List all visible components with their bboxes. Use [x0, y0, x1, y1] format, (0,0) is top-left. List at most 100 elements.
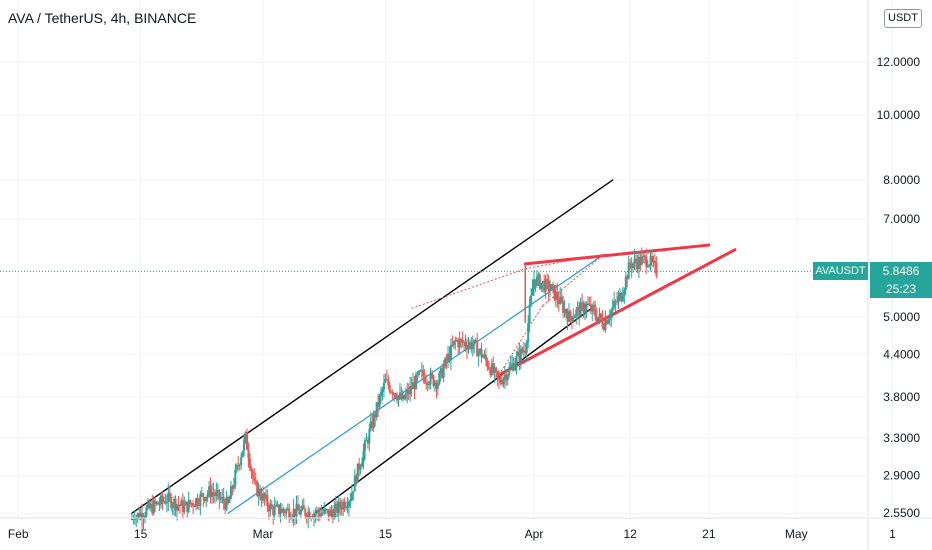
candle-body — [613, 301, 616, 308]
candle-body — [323, 508, 326, 513]
candle-body — [651, 256, 654, 262]
candle-body — [141, 512, 144, 519]
candle-body — [262, 493, 264, 501]
candle-body — [630, 264, 633, 268]
candle-body — [294, 508, 297, 517]
candle-body — [516, 351, 519, 356]
candle-body — [546, 278, 549, 281]
candle-body — [435, 382, 438, 389]
candle-body — [557, 300, 560, 304]
candle-body — [248, 458, 251, 468]
last-price-tag: 5.8486 25:23 — [870, 262, 932, 298]
candle-body — [384, 379, 387, 383]
candle-body — [288, 508, 291, 519]
candle-body — [541, 281, 544, 283]
price-axis[interactable]: 2.5500 2.9000 3.3000 3.8000 4.4000 5.0000 7.00… — [867, 0, 920, 550]
candle-body — [168, 492, 171, 497]
candle-body — [566, 314, 569, 322]
candle-body — [444, 358, 447, 367]
candle-body — [282, 508, 285, 512]
candle-body — [380, 392, 383, 396]
candle-body — [145, 507, 148, 516]
candle-body — [232, 485, 235, 489]
candle-body — [560, 296, 563, 302]
candle-body — [582, 303, 585, 313]
candle-body — [519, 348, 522, 362]
time-axis[interactable]: Feb 15 Mar 15 Apr 12 21 May 1 — [0, 517, 932, 541]
time-tick-label: 1 — [889, 527, 896, 541]
candle-body — [339, 501, 342, 508]
candle-body — [387, 379, 390, 386]
dotted-projection — [411, 268, 526, 309]
symbol-title[interactable]: AVA / TetherUS, 4h, BINANCE — [8, 10, 197, 26]
candle-body — [632, 263, 635, 268]
candle-body — [417, 370, 420, 375]
candle-body — [524, 350, 527, 354]
candle-body — [336, 503, 339, 513]
candle-body — [559, 296, 562, 304]
candle-body — [349, 500, 352, 502]
candle-body — [152, 500, 155, 514]
candle-body — [224, 502, 227, 510]
candle-body — [366, 440, 369, 444]
candle-body — [227, 497, 230, 503]
candle-body — [455, 340, 458, 342]
candle-body — [270, 504, 273, 509]
candle-body — [259, 488, 262, 497]
candle-body — [490, 363, 493, 375]
candle-body — [495, 367, 498, 372]
candle-body — [458, 339, 461, 348]
candle-body — [202, 493, 205, 498]
candle-body — [391, 391, 394, 395]
candle-body — [573, 316, 576, 318]
candle-body — [171, 505, 174, 508]
candle-body — [569, 311, 572, 317]
candle-body — [461, 339, 464, 343]
candle-body — [547, 280, 550, 292]
candle-body — [167, 492, 170, 503]
candle-body — [132, 519, 135, 520]
candle-body — [298, 510, 301, 515]
candle-body — [266, 495, 269, 507]
candle-body — [393, 393, 396, 395]
candle-body — [397, 395, 400, 401]
price-tick-label: 7.0000 — [883, 212, 920, 226]
candle-body — [296, 504, 299, 511]
candle-body — [318, 513, 321, 517]
candle-body — [457, 340, 460, 348]
candle-body — [617, 296, 620, 302]
candle-body — [429, 373, 432, 385]
candle-body — [498, 377, 501, 380]
candle-body — [565, 309, 568, 315]
candle-body — [200, 493, 203, 495]
candle-body — [550, 284, 553, 290]
candle-body — [215, 491, 218, 496]
candle-body — [543, 281, 546, 292]
candle-body — [264, 495, 267, 499]
candle-body — [422, 370, 425, 377]
candle-body — [419, 370, 422, 372]
candle-body — [329, 509, 332, 517]
candle-body — [407, 389, 410, 395]
candle-body — [165, 502, 168, 504]
candle-body — [253, 477, 256, 481]
candle-body — [334, 503, 337, 509]
candle-body — [206, 493, 209, 497]
candle-body — [592, 305, 595, 309]
candle-body — [499, 379, 502, 383]
candle-body — [438, 373, 441, 385]
candle-body — [509, 365, 512, 367]
price-tick-label: 4.4000 — [883, 347, 920, 361]
candle-body — [390, 391, 393, 393]
candle-body — [324, 508, 327, 510]
candle-body — [289, 518, 292, 520]
candle-body — [642, 255, 645, 257]
candle-body — [375, 402, 378, 418]
candle-body — [521, 348, 524, 353]
currency-badge[interactable]: USDT — [884, 9, 922, 28]
candle-body — [130, 519, 133, 520]
candle-body — [530, 295, 533, 305]
candle-body — [610, 310, 613, 318]
candle-body — [208, 486, 211, 494]
